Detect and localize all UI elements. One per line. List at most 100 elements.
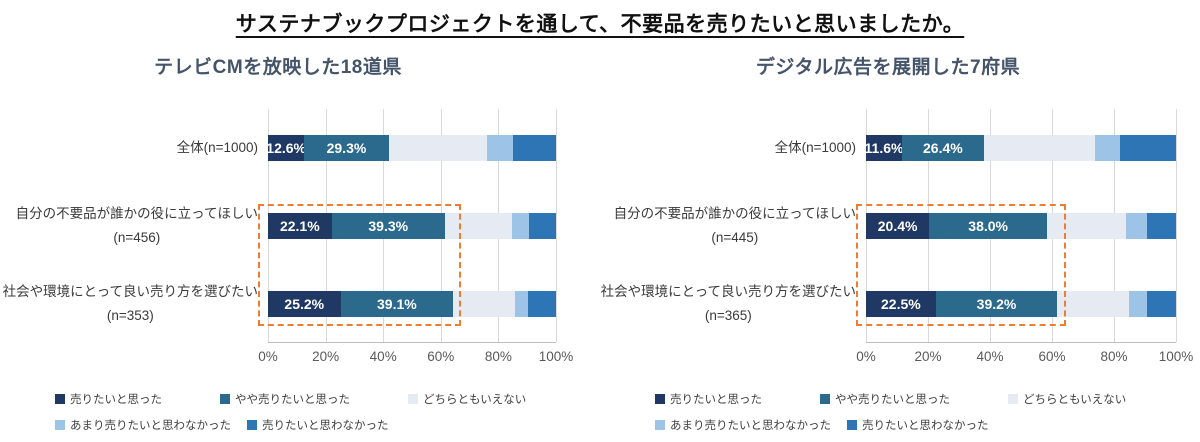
legend-label: あまり売りたいと思わなかった	[70, 420, 231, 432]
bar-segment-4	[511, 213, 530, 239]
bar-segment-4	[1129, 291, 1147, 317]
x-tick-label: 100%	[538, 349, 574, 364]
x-tick-label: 0%	[856, 349, 876, 364]
bar-segment-2: 39.1%	[340, 291, 454, 317]
bar-segment-4	[515, 291, 529, 317]
legend-marker	[408, 394, 418, 404]
stacked-bar: 20.4% 38.0%	[866, 213, 1176, 239]
legend-item: あまり売りたいと思わなかった	[655, 417, 831, 433]
bar-row: 自分の不要品が誰かの役に立ってほしい (n=445) 20.4% 38.0%	[600, 187, 1176, 265]
bar-segment-4	[1095, 135, 1121, 161]
gridline	[556, 109, 557, 342]
bar-segment-1: 22.1%	[268, 213, 332, 239]
legend: 売りたいと思った やや売りたいと思った どちらともいえないあまり売りたいと思わなかっ…	[55, 391, 600, 433]
bar-row: 社会や環境にとって良い売り方を選びたい (n=353) 25.2% 39.1%	[0, 265, 556, 343]
category-label-line: 自分の不要品が誰かの役に立ってほしい	[613, 205, 856, 221]
legend-marker	[1008, 394, 1018, 404]
bar-segment-1: 11.6%	[865, 135, 903, 161]
bar-segment-1: 20.4%	[866, 213, 930, 239]
legend-item: 売りたいと思った	[55, 391, 162, 407]
chart-title-digital-ads: デジタル広告を展開した7府県	[755, 57, 1021, 78]
legend-label: 売りたいと思わなかった	[862, 420, 989, 432]
legend-item: やや売りたいと思った	[220, 391, 350, 407]
bar-segment-1: 22.5%	[866, 291, 936, 317]
bar-row: 全体(n=1000) 12.6% 29.3%	[0, 109, 556, 187]
category-label-text: 自分の不要品が誰かの役に立ってほしい (n=456)	[16, 202, 258, 251]
bar-segment-5	[529, 213, 556, 239]
charts-container: テレビCMを放映した18道県 全体(n=1000) 12.6% 29.3% 自分の不要…	[0, 52, 1200, 433]
stacked-bar: 22.5% 39.2%	[866, 291, 1176, 317]
x-tick-label: 80%	[484, 349, 512, 364]
legend-label: どちらともいえない	[1023, 394, 1127, 406]
category-label-line: 社会や環境にとって良い売り方を選びたい	[2, 283, 258, 299]
category-label-text: 全体(n=1000)	[775, 136, 856, 160]
stacked-bar: 12.6% 29.3%	[266, 135, 556, 161]
legend-label: 売りたいと思わなかった	[262, 420, 389, 432]
category-label-text: 自分の不要品が誰かの役に立ってほしい (n=445)	[614, 202, 856, 251]
bar-segment-3	[983, 135, 1096, 161]
x-axis: 0% 20% 40% 60% 80% 100%	[856, 343, 1193, 367]
legend-item: 売りたいと思わなかった	[847, 417, 989, 433]
legend-marker	[847, 420, 857, 430]
legend-marker	[220, 394, 230, 404]
page-title: サステナブックプロジェクトを通して、不要品を売りたいと思いましたか。	[235, 13, 965, 36]
legend-row: あまり売りたいと思わなかった 売りたいと思わなかった	[655, 417, 1200, 433]
chart-panel-tv-cm: テレビCMを放映した18道県 全体(n=1000) 12.6% 29.3% 自分の不要…	[0, 52, 600, 433]
stacked-bar: 22.1% 39.3%	[268, 213, 556, 239]
bar-segment-1: 25.2%	[268, 291, 341, 317]
x-axis: 0% 20% 40% 60% 80% 100%	[258, 343, 573, 367]
bar-segment-2: 39.2%	[935, 291, 1058, 317]
legend-label: どちらともいえない	[423, 394, 527, 406]
plot-area: 全体(n=1000) 11.6% 26.4% 自分の不要品が誰かの役に立ってほしい (n…	[600, 109, 1177, 343]
category-label: 自分の不要品が誰かの役に立ってほしい (n=445)	[600, 202, 866, 251]
legend-marker	[55, 394, 65, 404]
category-label-line: 社会や環境にとって良い売り方を選びたい	[600, 283, 856, 299]
x-tick-label: 20%	[312, 349, 340, 364]
category-label: 社会や環境にとって良い売り方を選びたい (n=353)	[0, 280, 268, 329]
legend-marker	[247, 420, 257, 430]
plot-area: 全体(n=1000) 12.6% 29.3% 自分の不要品が誰かの役に立ってほしい (n…	[0, 109, 557, 343]
category-label-line: (n=353)	[106, 308, 154, 323]
legend-label: やや売りたいと思った	[235, 394, 350, 406]
category-label-line: (n=445)	[711, 230, 759, 245]
bar-segment-1: 12.6%	[266, 135, 306, 161]
legend-item: あまり売りたいと思わなかった	[55, 417, 231, 433]
category-label-line: (n=365)	[704, 308, 752, 323]
legend-label: 売りたいと思った	[70, 394, 162, 406]
category-label-line: 全体(n=1000)	[774, 139, 856, 155]
bar-segment-2: 26.4%	[901, 135, 984, 161]
bar-rows: 全体(n=1000) 12.6% 29.3% 自分の不要品が誰かの役に立ってほしい (n…	[0, 109, 556, 343]
legend-item: どちらともいえない	[408, 391, 526, 407]
bar-rows: 全体(n=1000) 11.6% 26.4% 自分の不要品が誰かの役に立ってほしい (n…	[600, 109, 1176, 343]
bar-segment-3	[453, 291, 516, 317]
bar-row: 全体(n=1000) 11.6% 26.4%	[600, 109, 1176, 187]
chart-panel-digital-ads: デジタル広告を展開した7府県 全体(n=1000) 11.6% 26.4% 自分の不要…	[600, 52, 1200, 433]
legend-row: 売りたいと思った やや売りたいと思った どちらともいえない	[55, 391, 600, 407]
stacked-bar: 25.2% 39.1%	[268, 291, 556, 317]
x-tick-label: 0%	[258, 349, 278, 364]
category-label: 全体(n=1000)	[600, 136, 866, 160]
legend-marker	[820, 394, 830, 404]
legend-label: 売りたいと思った	[670, 394, 762, 406]
category-label-text: 社会や環境にとって良い売り方を選びたい (n=353)	[3, 280, 258, 329]
legend-marker	[655, 394, 665, 404]
legend-marker	[655, 420, 665, 430]
bar-row: 社会や環境にとって良い売り方を選びたい (n=365) 22.5% 39.2%	[600, 265, 1176, 343]
legend-label: やや売りたいと思った	[835, 394, 950, 406]
bar-segment-4	[486, 135, 513, 161]
category-label: 自分の不要品が誰かの役に立ってほしい (n=456)	[0, 202, 268, 251]
legend-row: あまり売りたいと思わなかった 売りたいと思わなかった	[55, 417, 600, 433]
chart-title-tv-cm: テレビCMを放映した18道県	[154, 57, 402, 78]
bar-segment-5	[512, 135, 556, 161]
bar-segment-5	[528, 291, 556, 317]
gridline	[1176, 109, 1177, 342]
category-label: 全体(n=1000)	[0, 136, 268, 160]
x-tick-label: 40%	[369, 349, 397, 364]
bar-segment-2: 38.0%	[929, 213, 1048, 239]
category-label-line: 全体(n=1000)	[176, 139, 258, 155]
stacked-bar: 11.6% 26.4%	[865, 135, 1176, 161]
bar-segment-4	[1126, 213, 1147, 239]
x-tick-label: 20%	[914, 349, 942, 364]
legend-row: 売りたいと思った やや売りたいと思った どちらともいえない	[655, 391, 1200, 407]
